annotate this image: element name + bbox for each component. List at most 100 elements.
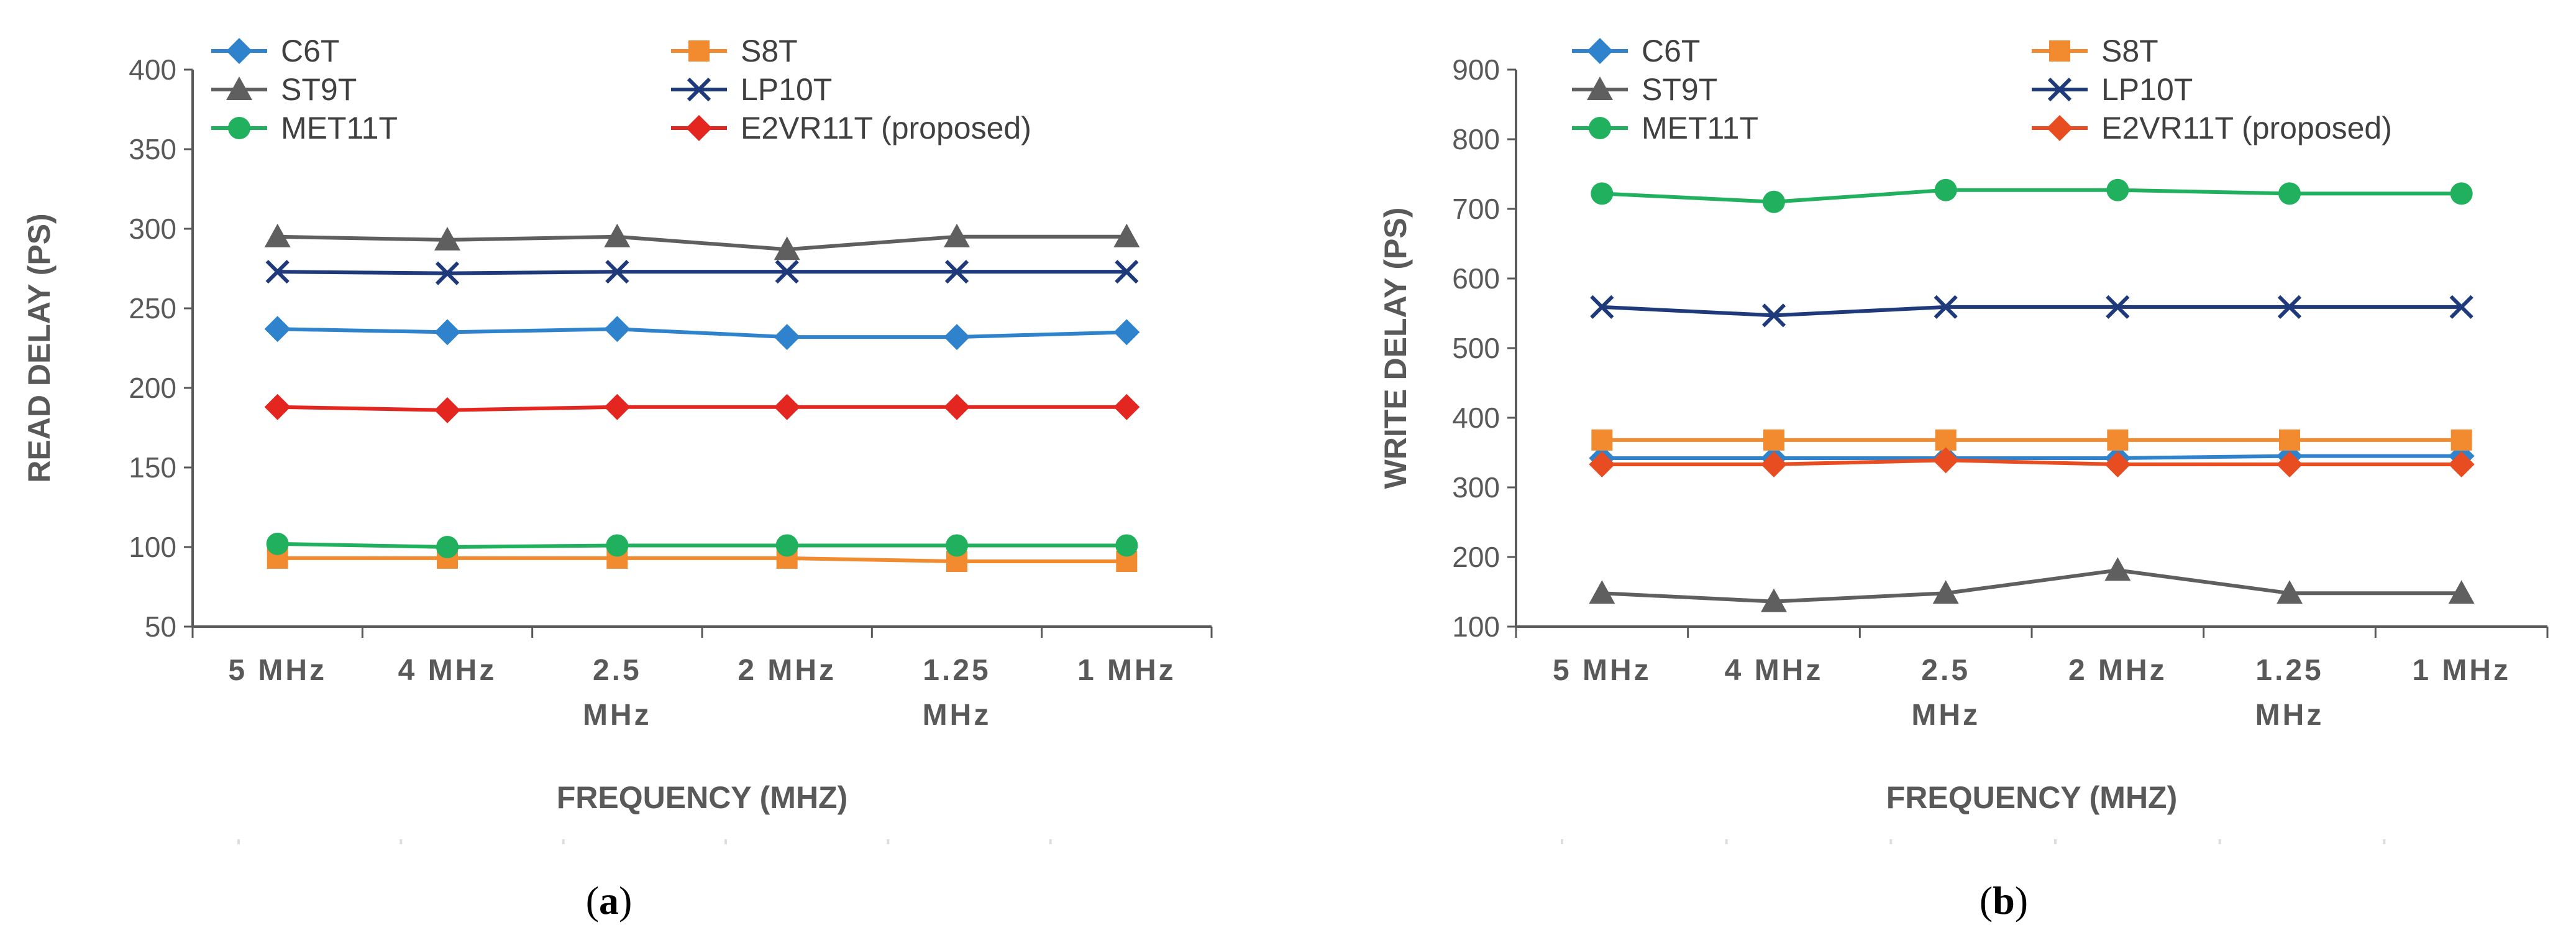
x-tick-label: MHz xyxy=(583,699,652,732)
x-tick-label: 4 MHz xyxy=(398,654,497,687)
panel-label-letter: a xyxy=(599,878,619,923)
data-point xyxy=(2277,580,2303,604)
data-point xyxy=(1932,447,1959,474)
data-point xyxy=(434,397,460,423)
data-point xyxy=(1589,580,1615,604)
x-tick-label: 5 MHz xyxy=(1553,654,1651,687)
panel-label-close: ) xyxy=(2015,878,2028,923)
y-tick-label: 600 xyxy=(1452,262,1500,295)
data-point xyxy=(435,261,460,285)
data-point xyxy=(264,393,291,420)
y-tick-label: 400 xyxy=(1452,402,1500,434)
data-point xyxy=(2106,178,2129,201)
data-point xyxy=(2104,451,2131,478)
panel-label: (a) xyxy=(586,878,633,923)
data-point xyxy=(2277,295,2302,320)
legend-swatch-marker xyxy=(1587,76,1613,100)
x-tick-label: 1.25 xyxy=(923,654,990,687)
series-line-c6t xyxy=(277,327,1127,339)
data-point xyxy=(1761,451,1787,478)
y-tick-label: 300 xyxy=(1452,471,1500,504)
x-tick-label: MHz xyxy=(923,699,992,732)
legend-label: ST9T xyxy=(1642,72,1717,107)
series-line-st9t xyxy=(277,234,1127,252)
data-point xyxy=(774,393,800,420)
data-point xyxy=(604,316,631,343)
legend-swatch-marker xyxy=(2049,40,2070,62)
x-tick-label: 1 MHz xyxy=(1077,654,1176,687)
data-point xyxy=(604,393,631,420)
legend-label: C6T xyxy=(281,34,339,68)
data-point xyxy=(264,316,291,343)
series-line-s8t xyxy=(277,556,1127,564)
data-point xyxy=(2449,295,2473,320)
data-point xyxy=(1590,295,1614,320)
panel-label-letter: b xyxy=(1993,878,2015,923)
x-tick-label: 2 MHz xyxy=(2068,654,2167,687)
series-line-c6t xyxy=(1602,454,2462,460)
y-tick-label: 100 xyxy=(129,531,176,563)
data-point xyxy=(2278,182,2301,205)
legend-swatch-marker xyxy=(228,117,250,139)
decorative-dot xyxy=(2054,839,2057,844)
series-line-met11t xyxy=(277,541,1127,550)
series-line-st9t xyxy=(1602,568,2462,604)
data-point xyxy=(1761,588,1787,612)
data-point xyxy=(944,259,969,284)
legend-swatch-marker xyxy=(687,77,711,102)
legend-swatch-marker xyxy=(226,76,252,100)
data-point xyxy=(1115,534,1138,557)
data-point xyxy=(1591,182,1614,205)
data-point xyxy=(774,324,800,351)
decorative-dot xyxy=(1049,839,1052,844)
data-point xyxy=(1113,223,1140,247)
data-point xyxy=(2448,580,2475,604)
y-tick-label: 300 xyxy=(129,213,176,245)
x-axis-title: FREQUENCY (MHZ) xyxy=(557,780,848,815)
legend-label: LP10T xyxy=(741,72,832,107)
panel-label: (b) xyxy=(1980,878,2028,923)
data-point xyxy=(1934,295,1958,320)
y-tick-label: 150 xyxy=(129,451,176,484)
legend-swatch-marker xyxy=(688,40,710,62)
data-point xyxy=(1934,178,1957,201)
data-point xyxy=(944,324,970,351)
y-tick-label: 50 xyxy=(145,610,176,643)
data-point xyxy=(2104,557,2131,581)
legend-label: E2VR11T (proposed) xyxy=(741,111,1031,145)
data-point xyxy=(605,259,629,284)
data-point xyxy=(436,536,459,558)
data-point xyxy=(1113,393,1140,420)
series-line-lp10t xyxy=(277,270,1127,275)
x-tick-label: MHz xyxy=(1911,699,1980,732)
x-tick-label: 2 MHz xyxy=(738,654,836,687)
data-point xyxy=(2279,429,2300,451)
decorative-dot xyxy=(237,839,240,844)
legend-label: C6T xyxy=(1642,34,1700,68)
y-tick-label: 900 xyxy=(1452,53,1500,86)
y-tick-label: 250 xyxy=(129,292,176,324)
decorative-dot xyxy=(562,839,565,844)
data-point xyxy=(775,259,799,284)
x-axis-title: FREQUENCY (MHZ) xyxy=(1886,780,2178,815)
data-point xyxy=(2107,429,2129,451)
data-point xyxy=(604,223,631,247)
panel-label-open: ( xyxy=(1980,878,1993,923)
data-point xyxy=(946,534,968,557)
data-point xyxy=(1113,319,1140,346)
series-line-lp10t xyxy=(1602,305,2462,318)
data-point xyxy=(1935,429,1957,451)
legend-label: MET11T xyxy=(281,111,398,145)
y-tick-label: 200 xyxy=(129,372,176,404)
legend-label: ST9T xyxy=(281,72,357,107)
decorative-dot xyxy=(724,839,727,844)
x-tick-label: 2.5 xyxy=(593,654,642,687)
data-point xyxy=(1761,303,1786,328)
legend-swatch-marker xyxy=(686,115,712,141)
decorative-dot xyxy=(1725,839,1728,844)
data-point xyxy=(266,532,289,555)
decorative-dot xyxy=(1561,839,1563,844)
write-delay-chart: 100 200 300 400 500 600 700 800 900 5 MHz 4 MHz 2.5… xyxy=(1378,34,2549,923)
y-tick-label: 350 xyxy=(129,133,176,165)
y-tick-label: 400 xyxy=(129,53,176,86)
